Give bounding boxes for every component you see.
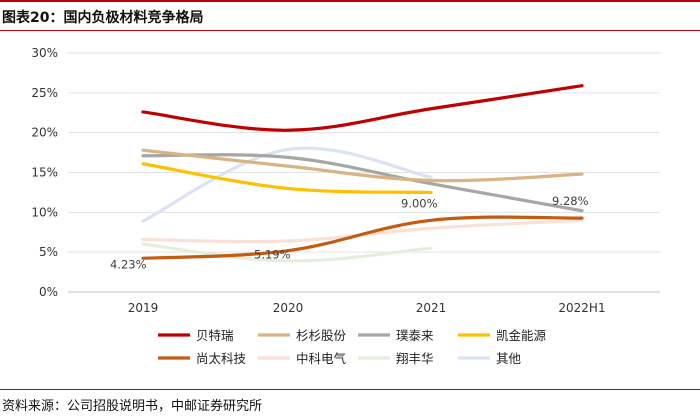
series-line-3 <box>141 153 584 213</box>
legend-item: 璞泰来 <box>358 328 434 343</box>
y-tick-label: 10% <box>31 205 58 219</box>
x-tick-label: 2022H1 <box>558 301 605 315</box>
legend-item: 凯金能源 <box>458 328 547 343</box>
legend-label: 杉杉股份 <box>296 328 347 343</box>
legend-item: 贝特瑞 <box>158 328 234 343</box>
x-tick-label: 2021 <box>416 301 447 315</box>
line-chart: 0% 5% 10% 15% 20% 25% 30% 2019 2020 2021 2022H1 4… <box>31 46 660 366</box>
legend-label: 其他 <box>496 351 522 366</box>
legend-item: 其他 <box>458 351 522 366</box>
y-tick-label: 25% <box>31 86 58 100</box>
series-lines <box>141 84 584 263</box>
data-labels: 4.23% 5.19% 9.00% 9.28% <box>110 194 589 271</box>
series-line-5 <box>141 215 584 260</box>
legend-label: 中科电气 <box>296 351 347 366</box>
grid-lines <box>68 52 660 293</box>
bottom-rule <box>0 389 700 390</box>
series-line-8 <box>141 146 433 223</box>
legend-item: 翔丰华 <box>358 351 434 366</box>
y-tick-label: 15% <box>31 166 58 180</box>
y-tick-label: 30% <box>31 46 58 60</box>
data-label: 4.23% <box>110 257 147 271</box>
legend-item: 中科电气 <box>258 351 347 366</box>
data-label: 9.00% <box>401 196 438 210</box>
legend-label: 璞泰来 <box>396 328 434 343</box>
data-label: 9.28% <box>552 194 589 208</box>
series-line-6 <box>141 218 584 244</box>
legend-item: 杉杉股份 <box>258 328 347 343</box>
source-note: 资料来源：公司招股说明书，中邮证券研究所 <box>2 399 263 414</box>
y-axis-ticks: 0% 5% 10% 15% 20% 25% 30% <box>31 46 58 299</box>
x-tick-label: 2019 <box>128 301 159 315</box>
legend-label: 凯金能源 <box>496 328 547 343</box>
top-rule <box>0 0 700 2</box>
series-line-7 <box>141 242 433 263</box>
legend-label: 翔丰华 <box>396 351 434 366</box>
y-tick-label: 20% <box>31 126 58 140</box>
figure-title: 图表20：国内负极材料竞争格局 <box>2 10 204 26</box>
series-line-2 <box>141 148 584 183</box>
x-tick-label: 2020 <box>273 301 304 315</box>
legend-label: 尚太科技 <box>196 351 247 366</box>
y-tick-label: 5% <box>39 245 58 259</box>
series-line-4 <box>141 162 433 195</box>
legend-label: 贝特瑞 <box>196 328 234 343</box>
title-rule <box>0 30 700 31</box>
x-axis-ticks: 2019 2020 2021 2022H1 <box>128 301 606 315</box>
legend-item: 尚太科技 <box>158 351 247 366</box>
data-label: 5.19% <box>254 248 291 262</box>
y-tick-label: 0% <box>39 285 58 299</box>
series-line-1 <box>141 84 584 132</box>
